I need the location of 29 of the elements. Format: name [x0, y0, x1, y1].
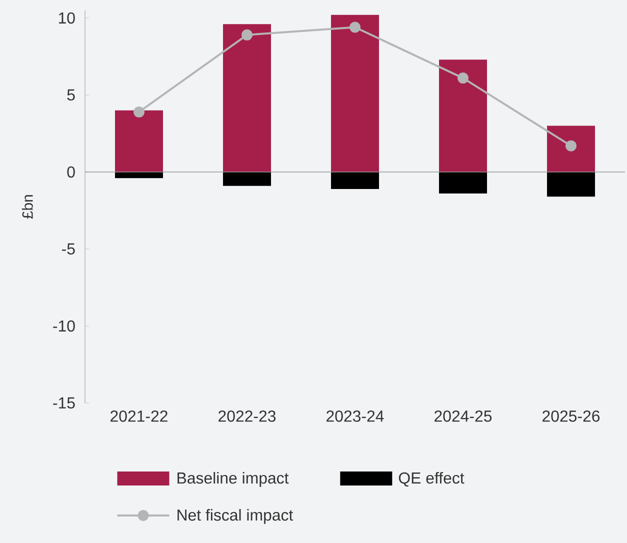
bar [439, 60, 488, 172]
x-tick-label: 2021-22 [110, 410, 168, 422]
y-axis-title: £bn [22, 195, 33, 219]
y-tick-label: 10 [58, 12, 75, 24]
bar [547, 126, 596, 172]
bar [223, 24, 272, 172]
legend-label: Net fiscal impact [178, 509, 294, 524]
y-tick-label: -15 [53, 397, 75, 409]
legend-label: QE effect [398, 472, 464, 487]
bar [331, 172, 380, 189]
point [242, 29, 253, 40]
point [134, 106, 144, 118]
point [458, 72, 469, 84]
x-tick-label: 2022-23 [218, 410, 276, 422]
y-tick-label: -5 [62, 243, 75, 255]
point [566, 140, 577, 152]
bar [115, 110, 163, 172]
y-tick-label: 5 [67, 89, 75, 101]
bar [331, 14, 380, 172]
y-tick-label: 0 [67, 166, 75, 178]
x-tick-label: 2024-25 [434, 410, 492, 422]
legend-label: Baseline impact [178, 472, 289, 487]
y-tick-label: -10 [53, 320, 75, 332]
point [350, 22, 361, 33]
bar [439, 172, 488, 194]
bar [547, 172, 596, 197]
bar [223, 172, 272, 186]
x-tick-label: 2023-24 [326, 410, 384, 422]
x-tick-label: 2025-26 [542, 410, 600, 422]
